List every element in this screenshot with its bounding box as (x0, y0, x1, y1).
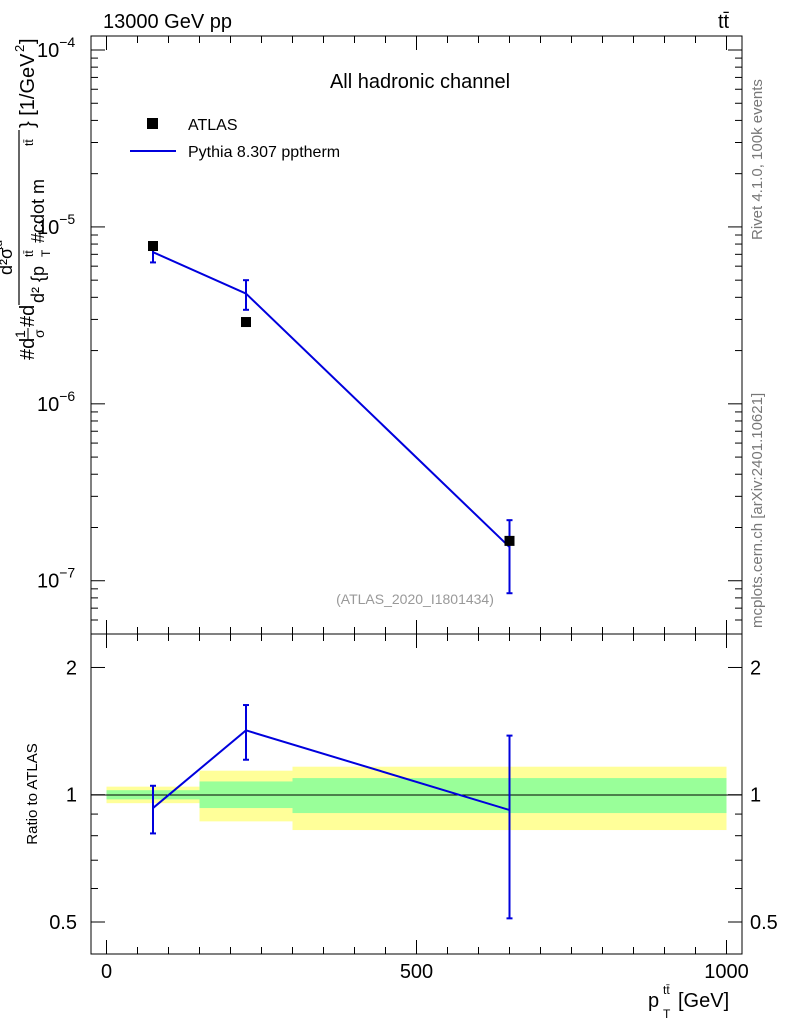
svg-text:tt̄: tt̄ (22, 250, 36, 257)
legend-marker-atlas (147, 118, 158, 129)
svg-text:1: 1 (12, 330, 28, 338)
main-y-tick-label-2: 10−5 (37, 211, 75, 239)
analysis-tag: (ATLAS_2020_I1801434) (336, 591, 494, 607)
svg-text:T: T (39, 249, 53, 257)
x-tick-label-1: 500 (400, 961, 433, 983)
x-tick-label-2: 1000 (704, 961, 749, 983)
svg-text:td: td (0, 240, 5, 250)
main-y-tick-label-0: 10−7 (37, 565, 75, 593)
svg-text:} [1/GeV: } [1/GeV (17, 53, 39, 128)
ratio-y-tick-label-right-0: 0.5 (750, 912, 778, 934)
atlas-data-point (148, 241, 158, 252)
source-label: mcplots.cern.ch [arXiv:2401.10621] (749, 393, 766, 628)
pythia-line (152, 251, 511, 548)
ratio-series-layer (150, 704, 513, 920)
svg-text:T: T (663, 1007, 671, 1021)
axis-tick-labels: 10−7 10−6 10−5 10−4 0 500 1000 0.5 0.5 1 1 2 2 (37, 34, 778, 983)
svg-text:tt̄: tt̄ (22, 139, 36, 146)
x-tick-label-0: 0 (101, 961, 112, 983)
main-y-tick-label-1: 10−6 (37, 388, 75, 416)
rivet-version-label: Rivet 4.1.0, 100k events (749, 79, 766, 240)
ratio-y-axis-label: Ratio to ATLAS (24, 743, 41, 844)
svg-text:d²σ: d²σ (0, 248, 16, 275)
svg-text:2: 2 (12, 45, 27, 52)
x-axis-label: p tt̄ T [GeV] (648, 983, 729, 1021)
main-series-layer (148, 241, 515, 595)
energy-label: 13000 GeV pp (103, 11, 232, 33)
ratio-y-tick-label-right-2: 2 (750, 657, 761, 679)
process-label: tt̄ (718, 11, 730, 33)
ratio-y-tick-label-left-0: 0.5 (49, 912, 77, 934)
svg-text:d² {p: d² {p (28, 266, 48, 303)
legend-label-atlas: ATLAS (188, 117, 238, 134)
legend: ATLAS Pythia 8.307 pptherm (130, 117, 340, 161)
main-y-tick-label-3: 10−4 (37, 34, 75, 62)
ratio-y-tick-label-left-1: 1 (66, 785, 77, 807)
ratio-y-tick-label-right-1: 1 (750, 785, 761, 807)
atlas-data-point (504, 535, 515, 546)
ratio-y-tick-label-left-2: 2 (66, 657, 77, 679)
axis-ticks (91, 36, 742, 954)
svg-text:#d: #d (17, 338, 39, 360)
svg-text:p: p (648, 990, 659, 1012)
svg-text:tt̄: tt̄ (663, 983, 670, 997)
legend-label-pythia: Pythia 8.307 pptherm (188, 144, 340, 161)
svg-text:#cdot m: #cdot m (28, 179, 48, 243)
atlas-data-point (241, 317, 251, 328)
svg-text:#d: #d (17, 305, 39, 327)
svg-text:[GeV]: [GeV] (678, 990, 729, 1012)
ratio-uncertainty-bands (106, 766, 727, 831)
svg-text:]: ] (17, 38, 39, 44)
chart-title: All hadronic channel (330, 71, 510, 93)
svg-text:σ: σ (31, 329, 47, 338)
main-y-axis-label: #d 1 σ #d d²σ td d² {p tt̄ T #cdot m tt̄… (0, 38, 53, 360)
